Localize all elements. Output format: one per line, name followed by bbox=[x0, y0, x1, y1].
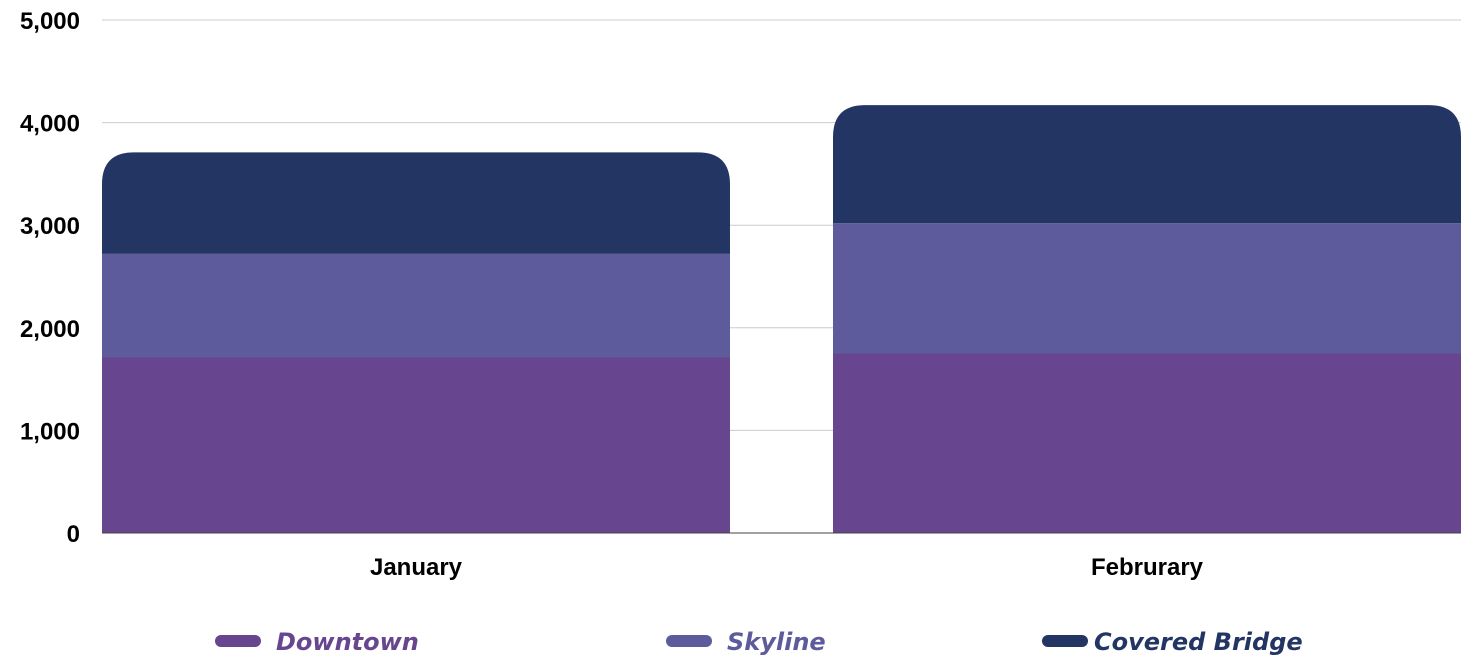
legend-item-skyline: Skyline bbox=[666, 628, 826, 656]
legend-item-covered-bridge: Covered Bridge bbox=[1042, 628, 1303, 656]
legend-label: Downtown bbox=[276, 628, 419, 656]
bar-segment-covered-bridge bbox=[833, 105, 1461, 224]
x-axis: January Februrary bbox=[370, 554, 1204, 581]
bar-segment-covered-bridge bbox=[102, 152, 730, 254]
bar-segment-downtown bbox=[833, 353, 1461, 533]
legend-swatch bbox=[215, 635, 261, 647]
bar-segment-downtown bbox=[102, 357, 730, 533]
y-tick-label: 1,000 bbox=[20, 418, 80, 445]
y-tick-label: 5,000 bbox=[20, 8, 80, 35]
bar-segment-skyline bbox=[833, 223, 1461, 354]
y-tick-label: 4,000 bbox=[20, 111, 80, 138]
y-tick-label: 2,000 bbox=[20, 316, 80, 343]
legend: Downtown Skyline Covered Bridge bbox=[215, 628, 1303, 656]
legend-label: Covered Bridge bbox=[1094, 628, 1303, 656]
bar-segment-skyline bbox=[102, 253, 730, 358]
x-category-label: Februrary bbox=[1091, 554, 1204, 581]
y-axis: 0 1,000 2,000 3,000 4,000 5,000 bbox=[20, 8, 1461, 548]
y-tick-label: 3,000 bbox=[20, 213, 80, 240]
y-tick-label: 0 bbox=[67, 521, 80, 548]
x-category-label: January bbox=[370, 554, 463, 581]
legend-item-downtown: Downtown bbox=[215, 628, 419, 656]
legend-swatch bbox=[666, 635, 712, 647]
bars bbox=[102, 105, 1461, 533]
legend-label: Skyline bbox=[727, 628, 826, 656]
legend-swatch bbox=[1042, 635, 1088, 647]
